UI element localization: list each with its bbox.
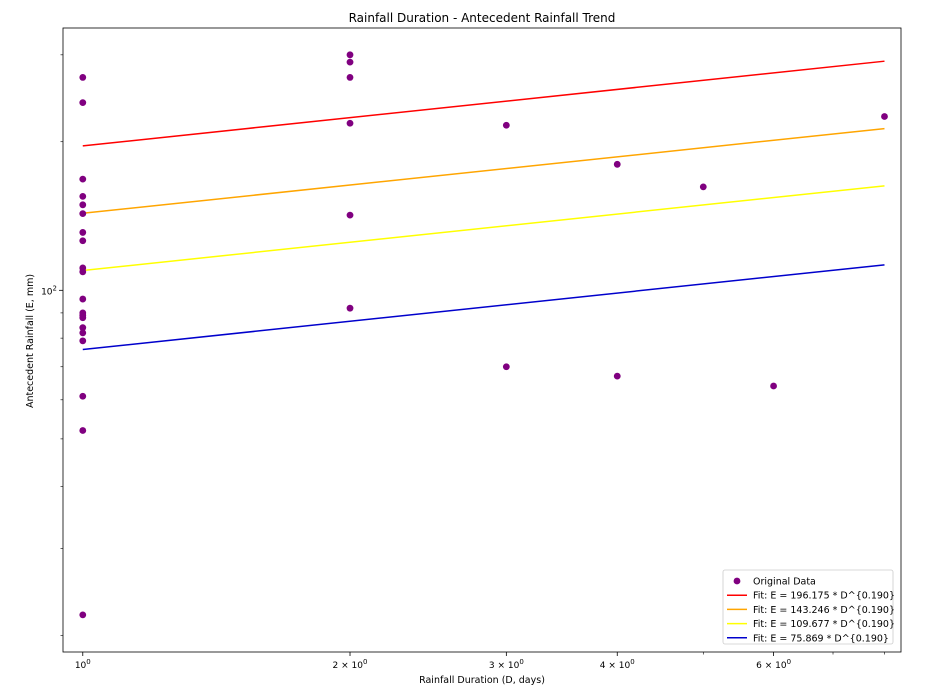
data-point	[613, 372, 621, 380]
data-point	[502, 121, 510, 129]
fit-line-1	[82, 60, 885, 147]
data-point	[79, 611, 87, 619]
fit-line-3	[82, 185, 885, 272]
data-point	[502, 363, 510, 371]
data-point	[79, 99, 87, 107]
data-point	[79, 175, 87, 183]
legend-label-fit-1: Fit: E = 196.175 * D^{0.190}	[753, 591, 895, 602]
x-tick-label: 4 × 100	[600, 658, 635, 671]
data-point	[79, 229, 87, 236]
legend: Original Data Fit: E = 196.175 * D^{0.190…	[722, 569, 895, 645]
data-point	[79, 329, 87, 337]
legend-marker-original-data	[733, 577, 741, 585]
legend-label-fit-2: Fit: E = 143.246 * D^{0.190}	[753, 605, 895, 616]
data-point	[79, 392, 87, 400]
data-point	[79, 427, 87, 434]
data-point	[79, 324, 87, 332]
data-point	[79, 295, 87, 303]
data-point	[881, 113, 888, 120]
data-point	[79, 314, 87, 322]
fit-line-4	[82, 264, 885, 351]
y-axis-label: Antecedent Rainfall (E, mm)	[25, 274, 36, 408]
legend-label-fit-4: Fit: E = 75.869 * D^{0.190}	[753, 633, 889, 644]
y-tick-label: 102	[41, 284, 57, 297]
data-point	[79, 201, 87, 209]
data-point	[79, 268, 87, 276]
data-point	[346, 119, 354, 127]
legend-label-original-data: Original Data	[753, 577, 816, 588]
x-tick-label: 100	[75, 658, 91, 671]
data-point	[79, 210, 87, 218]
data-point	[79, 74, 87, 81]
x-tick-label: 6 × 100	[756, 658, 791, 671]
data-point	[770, 382, 777, 390]
legend-box	[722, 569, 894, 645]
data-point	[346, 304, 354, 312]
data-point	[346, 51, 354, 59]
x-tick-label: 2 × 100	[333, 658, 368, 671]
x-axis-label: Rainfall Duration (D, days)	[419, 675, 545, 686]
data-point	[613, 160, 621, 168]
data-point	[79, 192, 87, 200]
chart-title: Rainfall Duration - Antecedent Rainfall …	[349, 11, 616, 25]
data-point	[699, 183, 707, 191]
plot-frame	[62, 27, 902, 653]
legend-label-fit-3: Fit: E = 109.677 * D^{0.190}	[753, 619, 895, 630]
plot-area: 100 2 × 100 3 × 100 4 × 100 6 × 100 102 Origin…	[41, 27, 902, 671]
data-point	[79, 237, 87, 245]
data-point	[346, 211, 354, 219]
fit-line-2	[82, 127, 885, 215]
data-point	[79, 337, 87, 345]
data-point	[346, 74, 354, 81]
x-tick-label: 3 × 100	[489, 658, 524, 671]
data-point	[346, 58, 354, 66]
